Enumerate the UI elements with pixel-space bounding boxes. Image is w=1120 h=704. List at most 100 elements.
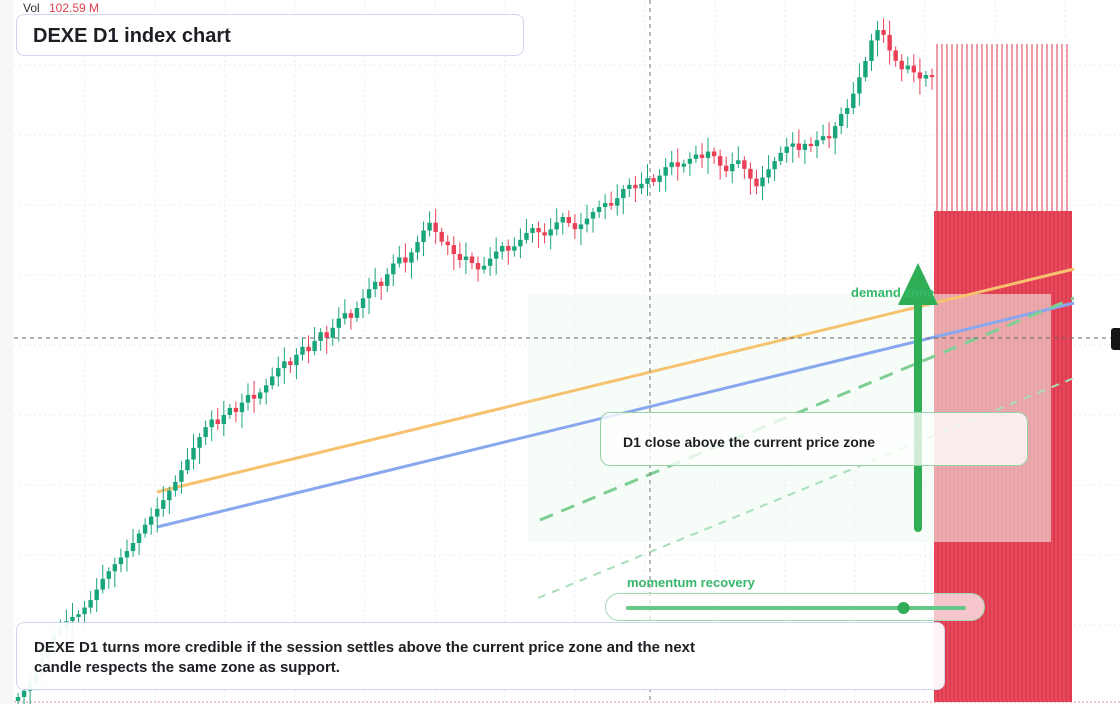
candle-up — [875, 30, 880, 41]
momentum-handle — [897, 602, 910, 614]
candle-down — [324, 332, 329, 338]
candle-up — [657, 175, 662, 182]
candle-down — [796, 143, 802, 150]
candle-up — [106, 571, 111, 579]
candle-up — [173, 481, 178, 491]
candle-up — [766, 169, 771, 178]
candle-down — [911, 65, 917, 73]
candle-up — [130, 542, 136, 552]
candle-up — [493, 251, 499, 259]
candle-down — [633, 184, 638, 189]
candle-down — [215, 419, 220, 424]
candle-up — [602, 203, 608, 208]
candle-up — [905, 65, 910, 70]
candle-up — [94, 589, 99, 601]
candle-down — [893, 50, 898, 61]
candle-up — [191, 447, 196, 460]
candle-up — [778, 152, 783, 162]
candle-up — [336, 318, 342, 328]
condition-text: D1 close above the current price zone — [623, 434, 876, 450]
candle-up — [554, 222, 559, 230]
candle-up — [730, 163, 735, 172]
candle-up — [590, 212, 596, 219]
candle-up — [487, 258, 493, 266]
candle-up — [681, 163, 687, 167]
candle-up — [869, 40, 874, 62]
candle-up — [845, 108, 850, 114]
candle-up — [179, 470, 184, 482]
candle-up — [282, 361, 287, 369]
candle-up — [427, 222, 432, 231]
candle-down — [469, 256, 475, 264]
candle-up — [330, 327, 335, 338]
candle-up — [276, 368, 281, 377]
candle-down — [445, 241, 450, 246]
momentum-label: momentum recovery — [627, 575, 755, 590]
candle-up — [294, 354, 299, 366]
up-arrow-icon — [898, 263, 938, 305]
price-tag-icon[interactable] — [1111, 328, 1120, 350]
candle-up — [627, 184, 632, 190]
candle-up — [124, 551, 130, 558]
candle-up — [524, 232, 529, 240]
candle-up — [669, 162, 674, 168]
candle-up — [142, 524, 148, 534]
candlestick-series — [15, 18, 935, 704]
candle-up — [851, 93, 856, 109]
summary-text: DEXE D1 turns more credible if the sessi… — [34, 639, 696, 676]
candle-up — [88, 600, 93, 608]
candle-up — [705, 151, 711, 158]
candle-up — [802, 143, 808, 150]
candle-up — [839, 113, 844, 127]
candle-up — [736, 160, 741, 164]
candle-up — [245, 394, 251, 403]
candle-up — [772, 161, 777, 170]
candle-up — [15, 697, 21, 701]
candle-up — [548, 229, 553, 236]
candle-up — [263, 385, 269, 393]
candle-up — [203, 427, 208, 438]
support-dashed-line-upper — [539, 296, 1075, 522]
candle-up — [832, 126, 838, 139]
candle-up — [270, 376, 275, 386]
candle-down — [651, 178, 656, 182]
candle-down — [711, 151, 717, 157]
candle-up — [239, 402, 245, 413]
candle-down — [887, 34, 892, 51]
demand-zone-label: demand zone — [851, 285, 935, 300]
candle-down — [808, 143, 814, 147]
candle-down — [699, 154, 705, 158]
candle-down — [881, 30, 886, 35]
candle-up — [500, 245, 505, 252]
candle-up — [100, 578, 105, 590]
volume-label: Vol — [23, 1, 40, 15]
candle-down — [288, 361, 293, 366]
candle-up — [366, 289, 372, 299]
candle-up — [857, 77, 862, 94]
candle-down — [608, 203, 614, 206]
candle-up — [687, 158, 693, 164]
candle-up — [760, 177, 765, 187]
candle-up — [167, 490, 172, 501]
candle-up — [814, 140, 820, 147]
candle-down — [251, 394, 257, 399]
candle-up — [663, 167, 668, 176]
candle-down — [475, 263, 481, 270]
candle-down — [754, 178, 759, 187]
candle-up — [161, 500, 166, 509]
candle-down — [566, 217, 572, 224]
candle-up — [530, 228, 535, 233]
candle-up — [645, 178, 650, 184]
candle-up — [584, 218, 590, 225]
candle-up — [560, 217, 565, 223]
candle-down — [451, 245, 457, 255]
candle-up — [318, 332, 323, 341]
candle-down — [748, 168, 753, 179]
candle-up — [185, 459, 190, 471]
candle-down — [723, 165, 729, 172]
candle-down — [742, 160, 747, 169]
volume-value: 102.59 M — [49, 1, 100, 15]
candle-up — [155, 508, 160, 517]
candle-down — [899, 60, 904, 70]
